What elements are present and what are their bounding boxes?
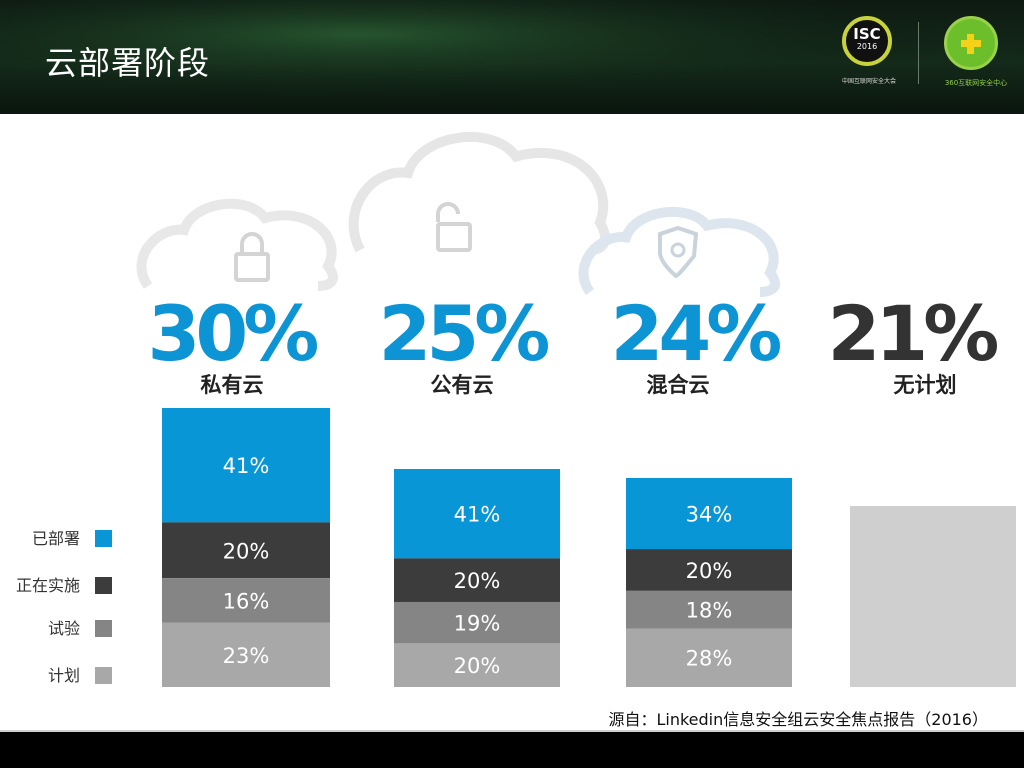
bar-segment bbox=[394, 558, 560, 602]
legend-label: 计划 bbox=[48, 666, 80, 685]
category-labels: 私有云 公有云 混合云 无计划 bbox=[201, 373, 957, 397]
source-note: 源自：Linkedin信息安全组云安全焦点报告（2016） bbox=[608, 710, 988, 729]
isc-badge-year: 2016 bbox=[856, 42, 878, 51]
cloud-deployment-chart: 30% 25% 24% 21% 私有云 公有云 混合云 无计划 41%20%16%23%41… bbox=[16, 132, 1016, 687]
plus-badge-icon bbox=[944, 16, 998, 70]
bar-segment-label: 34% bbox=[686, 503, 733, 527]
shield-outline bbox=[658, 225, 699, 279]
legend-swatch bbox=[95, 667, 112, 684]
lock-body bbox=[234, 252, 270, 282]
bar-segment bbox=[162, 408, 330, 523]
security-center-logo: 360互联网安全中心 bbox=[930, 14, 1020, 94]
legend-label: 已部署 bbox=[32, 529, 80, 548]
bar-segment-label: 23% bbox=[223, 644, 270, 668]
shield-keyhole bbox=[670, 242, 686, 258]
bar-segment-label: 41% bbox=[223, 454, 270, 478]
bar-segment-label: 20% bbox=[686, 559, 733, 583]
headline-percent: 21% bbox=[828, 289, 998, 378]
bar-segment bbox=[394, 601, 560, 644]
isc-caption: 中国互联网安全大会 bbox=[841, 78, 896, 85]
cloud-backgrounds bbox=[136, 132, 780, 297]
bar-segment-label: 16% bbox=[223, 590, 270, 614]
bar-segment bbox=[626, 590, 792, 629]
legend-label: 正在实施 bbox=[16, 576, 80, 595]
bar-segment bbox=[162, 622, 330, 687]
shield-icon bbox=[658, 225, 699, 279]
bar-segment bbox=[162, 522, 330, 579]
headline-percent: 30% bbox=[148, 289, 318, 378]
isc-badge: ISC 2016 bbox=[842, 16, 892, 66]
category-label: 公有云 bbox=[431, 373, 494, 397]
lock-shackle bbox=[436, 202, 460, 222]
lock-icon bbox=[234, 232, 270, 282]
header-banner: 云部署阶段 ISC 2016 中国互联网安全大会 360互联网安全中心 bbox=[0, 0, 1024, 114]
cloud-outline bbox=[578, 206, 780, 297]
isc-badge-text: ISC bbox=[853, 25, 881, 43]
headline-percents: 30% 25% 24% 21% bbox=[148, 289, 1003, 378]
bar-segment bbox=[162, 578, 330, 623]
bar-segment-label: 20% bbox=[454, 569, 501, 593]
bar-segment bbox=[626, 478, 792, 550]
logo-divider bbox=[918, 22, 919, 84]
category-label: 私有云 bbox=[201, 373, 264, 397]
bar-segment bbox=[394, 643, 560, 687]
bar-segment bbox=[626, 628, 792, 687]
lock-shackle bbox=[240, 232, 264, 254]
plus-bar-vertical bbox=[967, 34, 974, 54]
page-title: 云部署阶段 bbox=[45, 44, 211, 82]
bar-segment bbox=[626, 549, 792, 591]
headline-percent: 25% bbox=[379, 289, 549, 378]
no-plan-bar bbox=[850, 506, 1016, 687]
bar-segment-label: 41% bbox=[454, 503, 501, 527]
lock-body bbox=[436, 222, 472, 252]
legend-label: 试验 bbox=[48, 619, 80, 638]
category-label: 无计划 bbox=[894, 373, 957, 397]
footer-divider bbox=[0, 730, 1024, 732]
bar-segment-label: 19% bbox=[454, 612, 501, 636]
security-center-caption: 360互联网安全中心 bbox=[944, 79, 1008, 87]
bar-segment-label: 20% bbox=[223, 539, 270, 563]
headline-percent: 24% bbox=[611, 289, 781, 378]
footer-bar bbox=[0, 732, 1024, 768]
bar-segment-label: 20% bbox=[454, 654, 501, 678]
isc-logo: ISC 2016 中国互联网安全大会 bbox=[830, 14, 908, 94]
category-label: 混合云 bbox=[647, 373, 710, 397]
unlocked-icon bbox=[436, 202, 472, 252]
cloud-outline bbox=[348, 132, 610, 255]
stacked-bars: 41% 20% 16% 23% 41% 20% 19% 20% 34% 20% 18% 28% bbox=[162, 408, 1016, 687]
cloud-icons bbox=[234, 202, 699, 282]
legend-swatch bbox=[95, 530, 112, 547]
bar-segment-label: 18% bbox=[686, 599, 733, 623]
legend-swatch bbox=[95, 577, 112, 594]
cloud-outline bbox=[136, 198, 338, 291]
bar-segment bbox=[394, 469, 560, 559]
legend-swatch bbox=[95, 620, 112, 637]
bar-segment-label: 28% bbox=[686, 647, 733, 671]
